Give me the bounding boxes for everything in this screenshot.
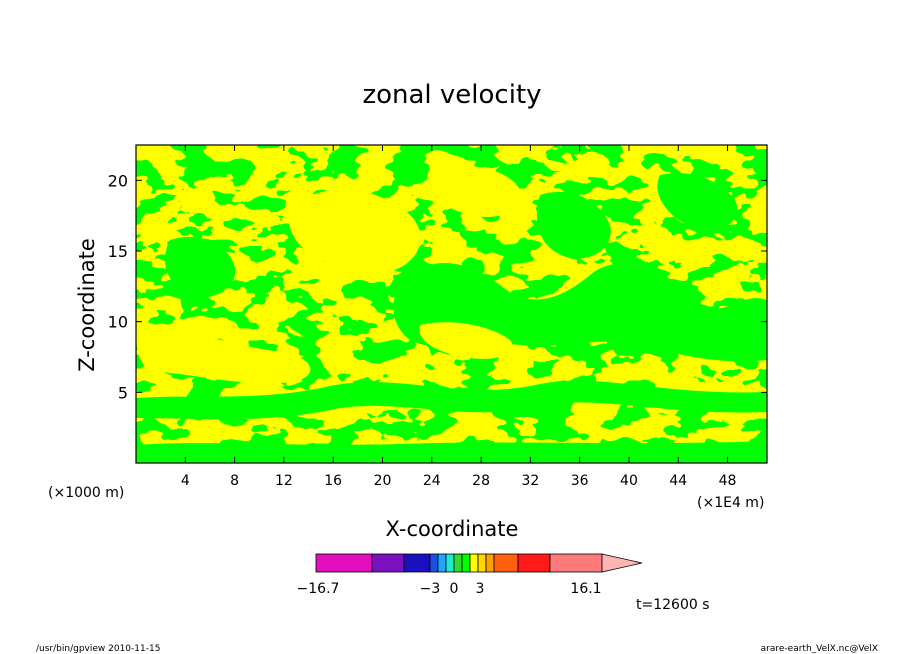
field-region [419,322,513,359]
x-unit-right: (×1E4 m) [697,495,764,511]
colorbar-cell [429,553,439,573]
colorbar-max-label: 16.1 [570,581,601,597]
colorbar-cell [445,553,455,573]
x-tick-label: 28 [472,473,490,489]
colorbar-cell [461,553,471,573]
field-region [288,189,421,274]
x-tick-label: 44 [669,473,687,489]
field-region [136,329,311,384]
colorbar-cell [315,553,373,573]
time-label: t=12600 s [636,597,710,613]
x-tick-label: 8 [230,473,239,489]
y-tick-label: 5 [118,383,128,402]
colorbar-cell [371,553,405,573]
y-tick-label: 20 [108,171,128,190]
colorbar-tick-label: −3 [420,581,441,597]
colorbar-cell [453,553,463,573]
x-tick-label: 20 [374,473,392,489]
colorbar-cell [403,553,431,573]
colorbar-cell [517,553,551,573]
chart-title: zonal velocity [362,80,541,110]
x-unit-left: (×1000 m) [48,485,124,501]
x-tick-label: 32 [521,473,539,489]
x-tick-label: 36 [571,473,589,489]
field-bands [136,165,767,463]
velocity-field [136,145,767,463]
colorbar-cell [485,553,495,573]
colorbar-tick-label: 3 [476,581,485,597]
x-tick-label: 4 [181,473,190,489]
colorbar-cell [493,553,519,573]
colorbar-max-arrow [601,553,643,573]
field-region [536,191,611,259]
field-region [165,236,236,295]
x-tick-label: 16 [324,473,342,489]
colorbar-cell [549,553,603,573]
plot-frame [135,144,768,464]
x-tick-label: 12 [275,473,293,489]
y-tick-label: 15 [108,242,128,261]
colorbar-cell [437,553,447,573]
x-tick-label: 24 [423,473,441,489]
field-region [427,165,521,218]
colorbar-cell [477,553,487,573]
footer-right: arare-earth_VelX.nc@VelX [761,644,878,654]
x-tick-label: 48 [719,473,737,489]
field-region [136,380,767,420]
y-axis: 5 10 15 20 [108,171,767,402]
y-tick-label: 10 [108,313,128,332]
x-axis-label: X-coordinate [386,517,519,541]
colorbar [315,553,643,573]
colorbar-tick-label: 0 [450,581,459,597]
colorbar-min-label: −16.7 [297,581,340,597]
y-axis-label: Z-coordinate [75,238,99,372]
colorbar-cell [469,553,479,573]
x-axis: 4 8 12 16 20 24 28 32 36 40 44 48 [181,145,737,489]
footer-left: /usr/bin/gpview 2010-11-15 [36,644,160,654]
field-region [136,441,767,463]
x-tick-label: 40 [620,473,638,489]
field-region [657,172,738,230]
